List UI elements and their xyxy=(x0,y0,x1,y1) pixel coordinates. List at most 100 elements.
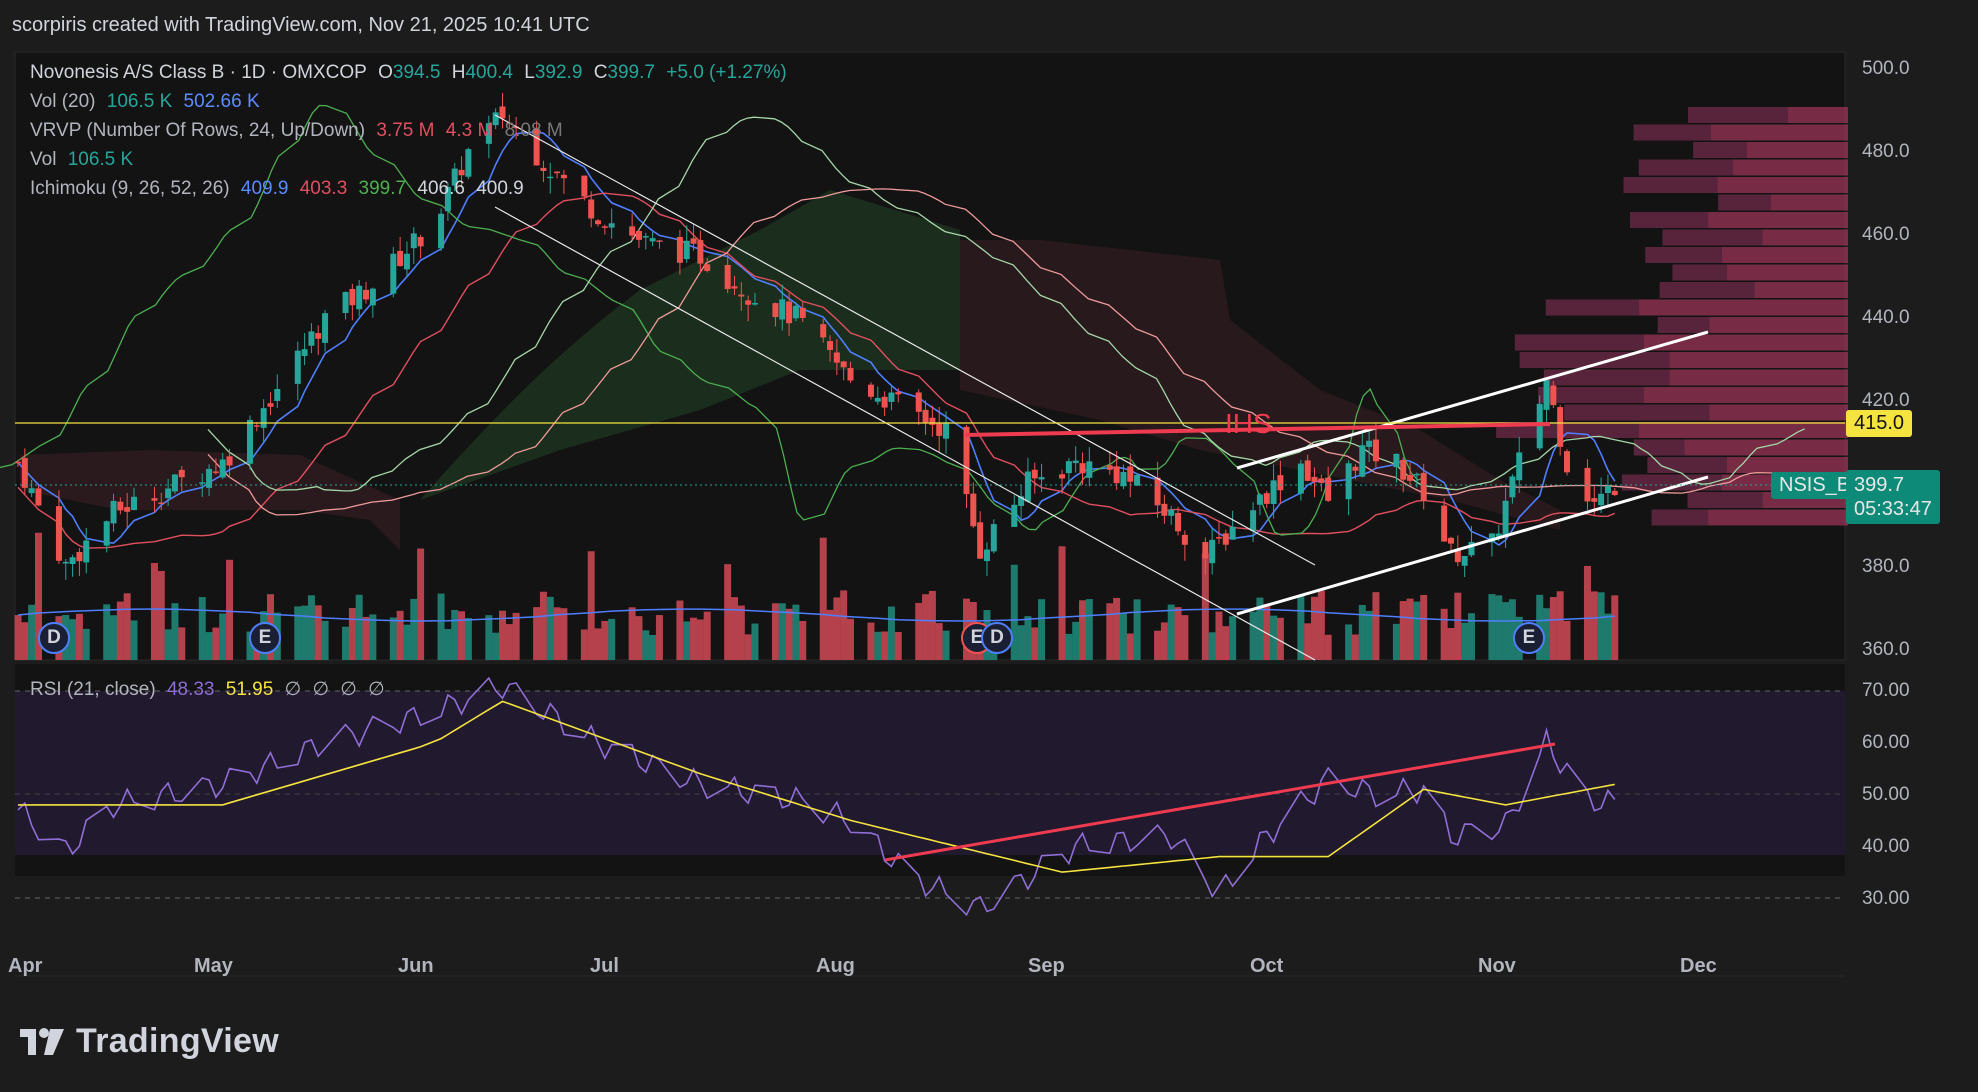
vrvp-up-bar xyxy=(1621,474,1722,491)
volume-bar xyxy=(894,632,902,660)
low-label: L xyxy=(524,62,535,83)
candle-body xyxy=(356,285,363,310)
volume-bar xyxy=(826,609,834,660)
volume-bar xyxy=(1543,608,1551,660)
candle-body xyxy=(1263,493,1270,504)
volume-bar xyxy=(130,620,138,660)
candle-body xyxy=(253,425,260,427)
dividend-marker[interactable]: D xyxy=(981,622,1013,654)
vrvp-down-bar xyxy=(1643,387,1848,403)
volume-bar xyxy=(21,622,29,660)
candle-body xyxy=(1256,494,1263,505)
candle-body xyxy=(274,389,281,401)
volume-bar xyxy=(792,604,800,660)
candle-body xyxy=(315,333,322,339)
candle-body xyxy=(990,524,997,552)
candle-body xyxy=(1550,385,1557,406)
month-label: Apr xyxy=(8,955,43,977)
channel-line-lower xyxy=(494,206,1316,661)
volume-bar xyxy=(1297,595,1305,660)
volume-bar xyxy=(389,617,397,660)
candle-body xyxy=(363,289,370,300)
candle-body xyxy=(15,461,21,464)
volume-bar xyxy=(1317,590,1325,660)
candle-body xyxy=(499,106,506,119)
volume-bar xyxy=(1072,621,1080,660)
vrvp-up-bar xyxy=(1633,124,1711,141)
earnings-marker[interactable]: E xyxy=(249,622,281,654)
rsi-label: RSI (21, close) xyxy=(30,679,156,700)
volume-bar xyxy=(1215,611,1223,660)
candle-body xyxy=(513,126,520,129)
volume-bar xyxy=(485,615,493,660)
vrvp-value-1: 3.75 M xyxy=(376,120,435,141)
vrvp-up-bar xyxy=(1718,194,1771,211)
volume-bar xyxy=(512,612,520,660)
candle-body xyxy=(1543,380,1550,410)
symbol-title: Novonesis A/S Class B · 1D · OMXCOP xyxy=(30,62,367,83)
candle-body xyxy=(731,286,738,289)
candle-body xyxy=(1591,498,1598,502)
candle-body xyxy=(676,236,683,263)
volume-ma-line xyxy=(17,608,1615,622)
volume-bar xyxy=(212,627,220,660)
vol20-value-2: 502.66 K xyxy=(183,91,260,112)
ihs-label: IHS xyxy=(1225,408,1272,439)
volume-bar xyxy=(116,601,124,660)
candle-body xyxy=(1604,486,1611,494)
volume-bar xyxy=(342,626,350,660)
volume-bar xyxy=(635,616,643,660)
candle-body xyxy=(1611,490,1618,496)
volume-bar xyxy=(1304,623,1312,660)
volume-bar xyxy=(1461,622,1469,660)
candle-body xyxy=(294,350,301,384)
vrvp-up-bar xyxy=(1545,299,1640,316)
volume-bar xyxy=(1085,599,1093,660)
volume-bar xyxy=(417,548,425,660)
price-tick: 480.0 xyxy=(1862,141,1910,162)
earnings-marker[interactable]: E xyxy=(1513,622,1545,654)
dividend-marker[interactable]: D xyxy=(38,622,70,654)
vrvp-up-bar xyxy=(1564,404,1710,421)
volume-bar xyxy=(1263,603,1271,660)
candle-body xyxy=(117,501,124,511)
candle-body xyxy=(55,506,62,561)
footer xyxy=(0,990,1978,1092)
volume-bar xyxy=(28,604,36,660)
volume-bar xyxy=(1399,601,1407,660)
volume-bar xyxy=(157,570,165,660)
volume-bar xyxy=(1181,615,1189,660)
volume-bar xyxy=(649,634,657,660)
vrvp-up-bar xyxy=(1645,247,1722,263)
rsi-tick: 30.00 xyxy=(1862,888,1910,909)
vrvp-down-bar xyxy=(1732,159,1848,176)
candle-body xyxy=(410,233,417,249)
volume-bar xyxy=(505,624,513,660)
candle-body xyxy=(554,171,561,174)
candle-body xyxy=(444,186,451,212)
candle-body xyxy=(219,459,226,478)
open-label: O xyxy=(378,62,393,83)
volume-bar xyxy=(164,629,172,660)
candle-body xyxy=(465,149,472,177)
volume-bar xyxy=(1270,615,1278,660)
volume-bar xyxy=(1604,613,1612,660)
candle-body xyxy=(171,474,178,492)
volume-bar xyxy=(1495,595,1503,660)
vrvp-up-bar xyxy=(1623,177,1718,193)
vrvp-up-bar xyxy=(1543,369,1670,386)
tradingview-logo[interactable]: TradingView xyxy=(20,1022,279,1061)
volume-bar xyxy=(82,628,90,660)
channel-line-upper xyxy=(494,114,1316,566)
candle-body xyxy=(1209,539,1216,564)
ichimoku-value-5: 400.9 xyxy=(476,178,524,199)
rsi-value: 48.33 xyxy=(166,679,215,700)
chart-canvas[interactable]: IHS xyxy=(0,50,1978,990)
vrvp-up-bar xyxy=(1659,282,1755,298)
volume-bar xyxy=(1038,599,1046,660)
volume-bar xyxy=(778,603,786,660)
volume-bar xyxy=(1106,603,1114,660)
volume-bar xyxy=(1154,630,1162,660)
candle-body xyxy=(1229,526,1236,540)
candle-body xyxy=(1447,537,1454,544)
